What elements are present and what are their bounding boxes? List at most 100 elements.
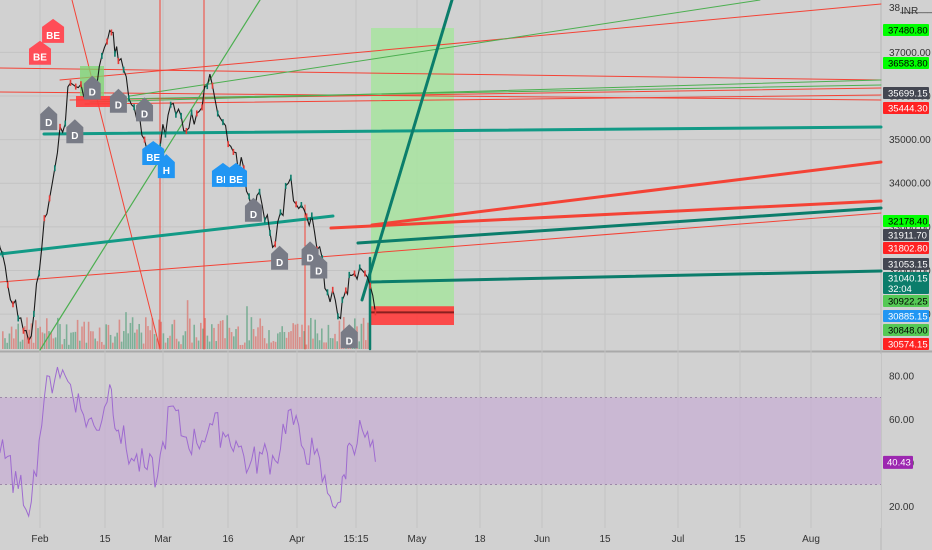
volume-bar <box>145 317 147 349</box>
price-tag-label: 30848.00 <box>888 326 928 337</box>
price-tick-label: 32000.00 <box>889 266 931 277</box>
candle <box>22 327 25 334</box>
candle <box>143 136 146 143</box>
volume-bar <box>365 340 367 349</box>
volume-bar <box>252 329 255 349</box>
candle <box>122 66 125 73</box>
marker-label: D <box>71 131 78 142</box>
green-trendline <box>89 79 882 103</box>
time-tick-label: May <box>408 534 427 545</box>
volume-bar <box>241 344 244 349</box>
pattern-marker: D <box>66 119 84 144</box>
price-tag <box>883 295 929 307</box>
price-axis[interactable]: 31000.0032000.0033000.0034000.0035000.00… <box>883 3 932 351</box>
volume-bar <box>200 322 202 349</box>
volume-bar <box>327 324 330 349</box>
trendline-teal <box>356 206 883 245</box>
volume-bar <box>288 332 290 349</box>
price-tag <box>883 24 929 36</box>
volume-bar <box>50 332 52 349</box>
volume-bar <box>296 323 299 349</box>
candle <box>6 282 9 289</box>
candle <box>263 217 266 224</box>
price-tag <box>883 215 929 227</box>
volume-bar <box>147 326 149 349</box>
volume-bar <box>268 330 270 349</box>
volume-bar <box>182 335 184 349</box>
volume-bar <box>336 341 338 349</box>
volume-bar <box>10 326 13 349</box>
volume-bar <box>257 327 259 349</box>
volume-bar <box>321 328 323 349</box>
volume-bar <box>283 331 286 349</box>
price-tag <box>883 57 929 69</box>
volume-bar <box>186 300 189 349</box>
time-tick-label: 18 <box>474 534 486 545</box>
volume-bar <box>87 321 90 349</box>
marker-shape <box>83 75 101 100</box>
volume-bar <box>272 340 275 349</box>
price-tick-label: 33000.00 <box>889 222 931 233</box>
volume-bar <box>277 333 279 349</box>
volume-bar <box>334 333 336 349</box>
volume-bar <box>21 339 24 349</box>
volume-bar <box>213 327 215 349</box>
volume-bar <box>151 318 154 349</box>
volume-bar <box>332 338 334 349</box>
volume-bar <box>92 331 94 349</box>
volume-bar <box>37 328 39 349</box>
volume-bar <box>226 315 228 349</box>
candle <box>175 111 177 118</box>
volume-bar <box>180 344 182 349</box>
volume-bar <box>222 320 224 349</box>
volume-bar <box>116 332 118 349</box>
volume-bar <box>235 329 237 349</box>
marker-shape <box>271 245 289 270</box>
marker-label: H <box>163 166 170 177</box>
position-zones[interactable] <box>371 28 454 326</box>
marker-label: BE <box>33 53 47 64</box>
volume-bar <box>68 344 70 349</box>
candle <box>300 202 303 209</box>
red-trendline <box>0 212 882 283</box>
candle <box>43 215 46 222</box>
rsi-tick-label: 80.00 <box>889 371 914 382</box>
pattern-marker: H <box>157 154 175 179</box>
marker-label: D <box>45 118 52 129</box>
candle <box>74 83 77 90</box>
volume-bar <box>160 321 162 349</box>
marker-shape <box>109 88 127 113</box>
time-tick-label: 15 <box>599 534 611 545</box>
candle <box>358 264 361 271</box>
candle <box>106 38 108 45</box>
marker-shape <box>310 254 328 279</box>
candle <box>33 310 35 317</box>
volume-bar <box>301 324 303 349</box>
candle <box>164 131 167 138</box>
volume-bar <box>360 323 363 349</box>
volume-bar <box>204 318 206 349</box>
volume-bar <box>305 344 308 349</box>
volume-bar <box>191 342 193 349</box>
time-axis[interactable]: Feb 15 Mar 16 Apr 15:15 May 18 Jun 15 Jul 15 Aug <box>31 534 820 545</box>
volume-bar <box>2 331 4 349</box>
candle <box>201 104 203 111</box>
red-trendline <box>84 94 882 105</box>
red-trendline <box>69 87 882 101</box>
marker-label: D <box>115 101 122 112</box>
volume-bar <box>239 344 242 349</box>
volume-bar <box>105 324 107 349</box>
candle <box>133 104 135 111</box>
candle <box>344 287 347 294</box>
pattern-marker: BE <box>142 141 165 166</box>
marker-shape <box>225 162 248 187</box>
stop-zone <box>371 306 454 326</box>
volume-bar <box>215 341 217 349</box>
trend-lines[interactable] <box>0 0 883 351</box>
resistance-line <box>329 199 883 230</box>
volume-bar <box>94 338 96 349</box>
rsi-tick-label: 60.00 <box>889 415 914 426</box>
candle <box>295 201 297 208</box>
